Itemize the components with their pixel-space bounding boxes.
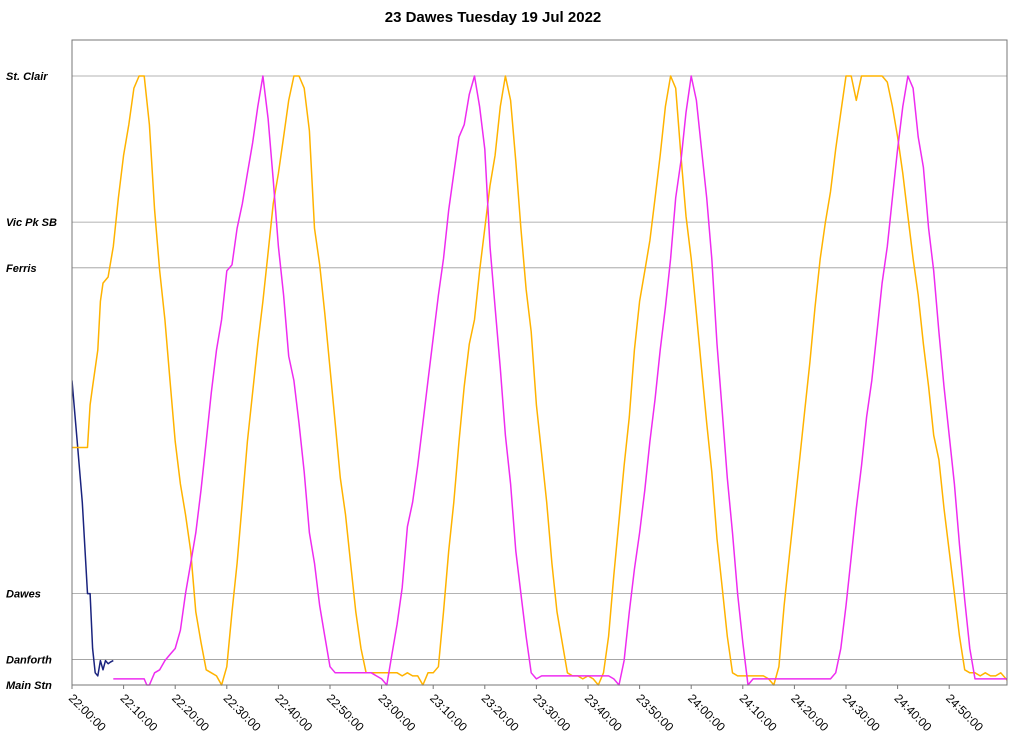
y-tick-label: Vic Pk SB (6, 217, 57, 229)
chart-title: 23 Dawes Tuesday 19 Jul 2022 (385, 9, 602, 26)
plot-frame (71, 39, 1008, 686)
x-tick-label: 24:20:00 (788, 691, 831, 734)
y-tick-label: St. Clair (6, 71, 48, 83)
x-tick-label: 23:20:00 (479, 691, 522, 734)
y-tick-label: Ferris (6, 263, 37, 275)
x-tick-label: 22:00:00 (66, 691, 109, 734)
x-tick-label: 23:50:00 (633, 691, 676, 734)
x-tick-label: 23:00:00 (375, 691, 418, 734)
series-layer (72, 75, 1007, 686)
y-tick-label: Main Stn (6, 680, 52, 692)
series-line-0 (72, 380, 114, 677)
x-tick-label: 23:40:00 (582, 691, 625, 734)
y-axis-labels: St. Clair Vic Pk SB Ferris Dawes Danforth Mai… (6, 71, 57, 692)
x-tick-label: 24:50:00 (943, 691, 986, 734)
y-tick-label: Danforth (6, 654, 52, 666)
x-tick-label: 24:10:00 (737, 691, 780, 734)
x-tick-label: 24:30:00 (840, 691, 883, 734)
series-line-1 (72, 75, 1007, 686)
x-tick-label: 23:30:00 (530, 691, 573, 734)
x-tick-label: 24:40:00 (891, 691, 934, 734)
x-axis-labels: 22:00:00 22:10:00 22:20:00 22:30:00 22:40:00… (66, 685, 986, 734)
x-tick-label: 22:20:00 (169, 691, 212, 734)
y-tick-label: Dawes (6, 589, 41, 601)
x-tick-label: 22:30:00 (221, 691, 264, 734)
x-tick-label: 23:10:00 (427, 691, 470, 734)
series-line-2 (113, 75, 1007, 686)
x-tick-label: 22:10:00 (117, 691, 160, 734)
x-tick-label: 24:00:00 (685, 691, 728, 734)
x-tick-label: 22:50:00 (324, 691, 367, 734)
x-tick-label: 22:40:00 (272, 691, 315, 734)
